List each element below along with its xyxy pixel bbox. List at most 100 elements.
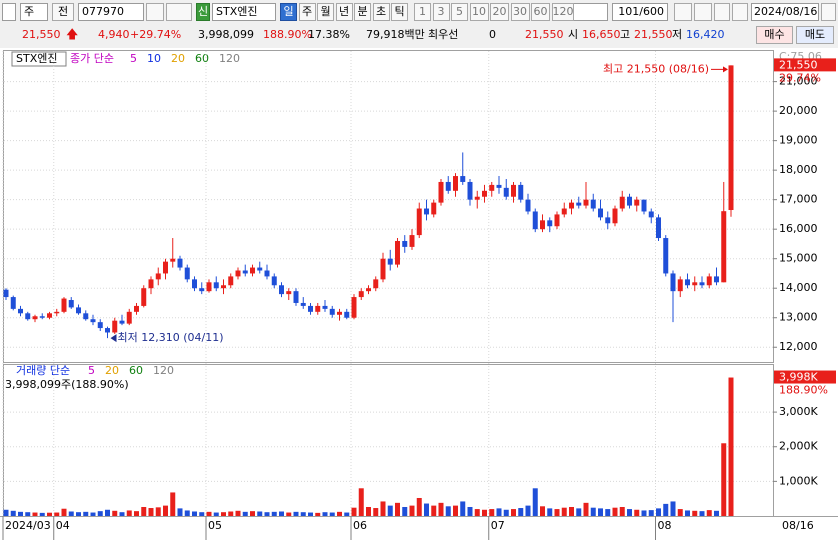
volume-ratio: 188.90% <box>263 28 312 41</box>
candle-body <box>300 302 306 306</box>
badge: 신 <box>197 5 209 18</box>
interval-button[interactable]: 30 <box>510 3 530 21</box>
change-pct: +29.74% <box>130 28 182 41</box>
volume-bar <box>134 511 139 516</box>
candle-body <box>18 308 23 314</box>
candle-body <box>576 202 582 206</box>
candle-body <box>721 211 727 283</box>
volume-bar <box>250 511 255 516</box>
code-input[interactable]: 077970 <box>78 3 144 21</box>
name-box: STX엔진 <box>212 3 276 21</box>
low-annotation: 최저 12,310 (04/11) <box>118 331 224 344</box>
period-button[interactable]: 일 <box>280 3 297 21</box>
interval-button[interactable]: 120 <box>551 3 574 21</box>
volume-bar <box>714 510 719 516</box>
candle-body <box>634 199 640 206</box>
y-tick-label: 14,000 <box>779 281 818 294</box>
y-tick-label: 13,000 <box>779 311 818 324</box>
candle-body <box>612 208 618 224</box>
volume-bar <box>395 502 400 516</box>
candle-body <box>373 279 379 289</box>
candle-body <box>438 181 444 203</box>
candle-body <box>83 313 89 320</box>
volume-bar <box>235 510 241 516</box>
save-button[interactable] <box>714 3 730 21</box>
interval-button[interactable]: 10 <box>469 3 489 21</box>
candle-body <box>293 291 299 303</box>
y-tick-label: 12,000 <box>779 340 818 353</box>
volume-bar <box>619 506 625 516</box>
volume-bar <box>337 511 342 516</box>
y-tick-label: 16,000 <box>779 222 818 235</box>
mode-button[interactable]: 전 <box>52 3 74 21</box>
candle-body <box>728 65 734 211</box>
volume-bar <box>547 508 553 516</box>
candle-body <box>416 208 422 236</box>
period-button[interactable]: 초 <box>372 3 390 21</box>
period-button[interactable]: 틱 <box>391 3 408 21</box>
candle-body <box>228 276 234 286</box>
volume: 3,998,099 <box>198 28 254 41</box>
y-tick-label: 17,000 <box>779 193 818 206</box>
buy-button[interactable]: 매수 <box>756 26 793 44</box>
candle-body <box>663 238 669 274</box>
candle-body <box>380 258 386 280</box>
tool-button[interactable] <box>674 3 692 21</box>
legend-ma: 5 <box>130 52 137 65</box>
candle-body <box>431 202 437 215</box>
interval-button[interactable]: 3 <box>432 3 450 21</box>
volume-bar <box>54 512 60 516</box>
volume-bar <box>460 501 466 516</box>
period-button[interactable]: 월 <box>317 3 334 21</box>
prev-next-button[interactable] <box>166 3 192 21</box>
candle-body <box>453 176 458 191</box>
interval-button[interactable]: 5 <box>451 3 468 21</box>
candle-body <box>199 288 205 292</box>
interval-button[interactable]: 20 <box>490 3 509 21</box>
candle-body <box>25 313 31 320</box>
search-button[interactable] <box>146 3 164 21</box>
candle-body <box>119 320 125 324</box>
period-button[interactable]: 주 <box>298 3 316 21</box>
candle-body <box>264 270 270 277</box>
volume-bar <box>199 512 205 516</box>
candle-body <box>184 267 190 280</box>
volume-bar <box>656 508 661 516</box>
menu-icon[interactable] <box>2 3 16 21</box>
market-select[interactable]: 주 <box>20 3 48 21</box>
volume-bar <box>583 502 589 516</box>
candle-body <box>670 273 676 292</box>
settings-button[interactable] <box>732 3 748 21</box>
volume-bar <box>61 508 67 516</box>
candle-body <box>308 305 313 312</box>
volume-title: 거래량 단순 <box>16 364 70 377</box>
candle-body <box>641 199 647 212</box>
period-button[interactable]: 분 <box>354 3 371 21</box>
candle-body <box>163 261 168 274</box>
price-marker-label: 21,550 <box>779 58 818 71</box>
legend-ma: 20 <box>105 364 119 377</box>
up-arrow: 🡅 <box>66 27 79 41</box>
gear-button[interactable] <box>821 3 836 21</box>
volume-bar <box>482 509 487 516</box>
tool-button[interactable] <box>694 3 712 21</box>
sell-button[interactable]: 매도 <box>796 26 834 44</box>
blank-select[interactable] <box>570 3 608 21</box>
interval-button[interactable]: 60 <box>531 3 550 21</box>
candle-body <box>387 258 393 265</box>
count-box[interactable]: 101/600 <box>612 3 668 21</box>
interval-button[interactable]: 1 <box>414 3 431 21</box>
volume-bar <box>692 510 698 516</box>
volume-bar <box>286 512 292 516</box>
candle-body <box>257 267 263 271</box>
period-button[interactable]: 년 <box>335 3 353 21</box>
volume-bar <box>25 512 31 516</box>
date-box[interactable]: 2024/08/16 <box>751 3 819 21</box>
candle-body <box>598 208 603 218</box>
volume-bar <box>271 511 277 516</box>
count: 101/600 <box>618 5 664 18</box>
candle-body <box>583 199 589 206</box>
candle-body <box>286 291 292 295</box>
volume-bar <box>228 511 234 516</box>
candle-body <box>242 270 248 274</box>
